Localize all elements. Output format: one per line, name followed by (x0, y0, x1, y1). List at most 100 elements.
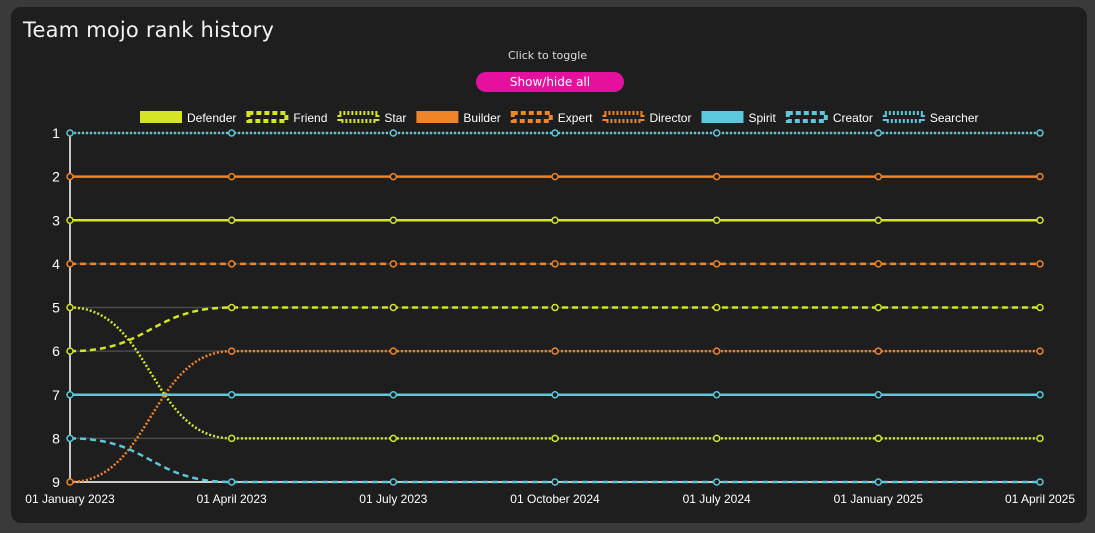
data-point-spirit[interactable] (551, 391, 559, 399)
legend-item-creator[interactable]: Creator (785, 111, 873, 125)
data-point-friend[interactable] (874, 303, 883, 312)
y-tick-label: 9 (52, 474, 60, 490)
data-point-director[interactable] (227, 347, 236, 355)
legend-swatch-star (337, 111, 380, 123)
data-point-star[interactable] (712, 434, 721, 443)
data-point-defender[interactable] (551, 216, 559, 224)
y-tick-label: 5 (52, 300, 60, 316)
data-point-creator[interactable] (1036, 478, 1044, 486)
data-point-searcher[interactable] (66, 129, 74, 137)
data-point-defender[interactable] (712, 216, 721, 224)
data-point-builder[interactable] (1036, 172, 1044, 181)
legend: Defender Friend Star Builder Expert Director S… (140, 111, 979, 125)
data-point-friend[interactable] (551, 303, 559, 312)
data-point-defender[interactable] (66, 216, 74, 224)
legend-item-director[interactable]: Director (602, 111, 691, 125)
data-point-creator[interactable] (227, 478, 236, 486)
data-point-expert[interactable] (389, 260, 398, 268)
data-point-expert[interactable] (712, 260, 721, 268)
data-point-creator[interactable] (712, 478, 721, 486)
legend-swatch-expert (510, 111, 553, 123)
series-points (66, 129, 1044, 486)
data-point-builder[interactable] (389, 172, 398, 181)
legend-label-spirit: Spirit (748, 111, 776, 125)
data-point-star[interactable] (227, 434, 236, 443)
data-point-director[interactable] (389, 347, 398, 355)
data-point-expert[interactable] (227, 260, 236, 268)
legend-item-searcher[interactable]: Searcher (882, 111, 979, 125)
legend-item-friend[interactable]: Friend (246, 111, 327, 125)
data-point-star[interactable] (389, 434, 398, 443)
data-point-spirit[interactable] (66, 391, 74, 399)
legend-item-spirit[interactable]: Spirit (701, 111, 776, 125)
data-point-searcher[interactable] (227, 129, 236, 137)
legend-swatch-spirit (701, 111, 744, 123)
data-point-director[interactable] (874, 347, 883, 355)
series-line-friend (69, 306, 1040, 353)
data-point-builder[interactable] (874, 172, 883, 181)
data-point-defender[interactable] (1036, 216, 1044, 224)
data-point-defender[interactable] (874, 216, 883, 224)
data-point-friend[interactable] (66, 347, 74, 355)
data-point-star[interactable] (66, 303, 74, 312)
legend-label-creator: Creator (833, 111, 873, 125)
data-point-creator[interactable] (389, 478, 398, 486)
data-point-spirit[interactable] (712, 391, 721, 399)
series-line-creator (69, 437, 1040, 484)
data-point-builder[interactable] (227, 172, 236, 181)
legend-swatch-director (602, 111, 645, 123)
legend-item-star[interactable]: Star (337, 111, 406, 125)
x-tick-label: 01 January 2023 (25, 492, 115, 506)
data-point-friend[interactable] (1036, 303, 1044, 312)
x-tick-label: 01 July 2023 (359, 492, 427, 506)
show-hide-all-button[interactable]: Show/hide all (476, 72, 624, 92)
data-point-searcher[interactable] (551, 129, 559, 137)
data-point-spirit[interactable] (227, 391, 236, 399)
data-point-star[interactable] (1036, 434, 1044, 443)
data-point-director[interactable] (66, 478, 74, 486)
data-point-searcher[interactable] (712, 129, 721, 137)
series-line-director (69, 349, 1041, 484)
data-point-expert[interactable] (1036, 260, 1044, 268)
data-point-builder[interactable] (66, 172, 74, 181)
legend-label-searcher: Searcher (930, 111, 979, 125)
x-tick-label: 01 July 2024 (683, 492, 751, 506)
x-tick-label: 01 April 2023 (197, 492, 267, 506)
data-point-searcher[interactable] (389, 129, 398, 137)
data-point-creator[interactable] (874, 478, 883, 486)
legend-item-defender[interactable]: Defender (140, 111, 236, 125)
legend-label-director: Director (649, 111, 691, 125)
data-point-star[interactable] (551, 434, 559, 443)
data-point-defender[interactable] (227, 216, 236, 224)
data-point-expert[interactable] (551, 260, 559, 268)
data-point-searcher[interactable] (1036, 129, 1044, 137)
x-tick-label: 01 April 2025 (1005, 492, 1075, 506)
legend-swatch-creator (785, 111, 828, 123)
data-point-searcher[interactable] (874, 129, 883, 137)
data-point-spirit[interactable] (1036, 391, 1044, 399)
data-point-creator[interactable] (551, 478, 559, 486)
data-point-creator[interactable] (66, 434, 74, 443)
y-tick-label: 1 (52, 125, 60, 141)
x-tick-label: 01 January 2025 (834, 492, 924, 506)
data-point-expert[interactable] (66, 260, 74, 268)
legend-label-expert: Expert (558, 111, 593, 125)
legend-label-builder: Builder (463, 111, 500, 125)
data-point-star[interactable] (874, 434, 883, 443)
data-point-spirit[interactable] (874, 391, 883, 399)
data-point-friend[interactable] (712, 303, 721, 312)
legend-item-builder[interactable]: Builder (416, 111, 501, 125)
data-point-expert[interactable] (874, 260, 883, 268)
data-point-director[interactable] (712, 347, 721, 355)
data-point-builder[interactable] (551, 172, 559, 181)
data-point-friend[interactable] (389, 303, 398, 312)
y-tick-label: 6 (52, 343, 60, 359)
data-point-spirit[interactable] (389, 391, 398, 399)
data-point-friend[interactable] (227, 303, 236, 312)
data-point-director[interactable] (1036, 347, 1044, 355)
data-point-director[interactable] (551, 347, 559, 355)
data-point-builder[interactable] (712, 172, 721, 181)
data-point-defender[interactable] (389, 216, 398, 224)
legend-item-expert[interactable]: Expert (510, 111, 593, 125)
